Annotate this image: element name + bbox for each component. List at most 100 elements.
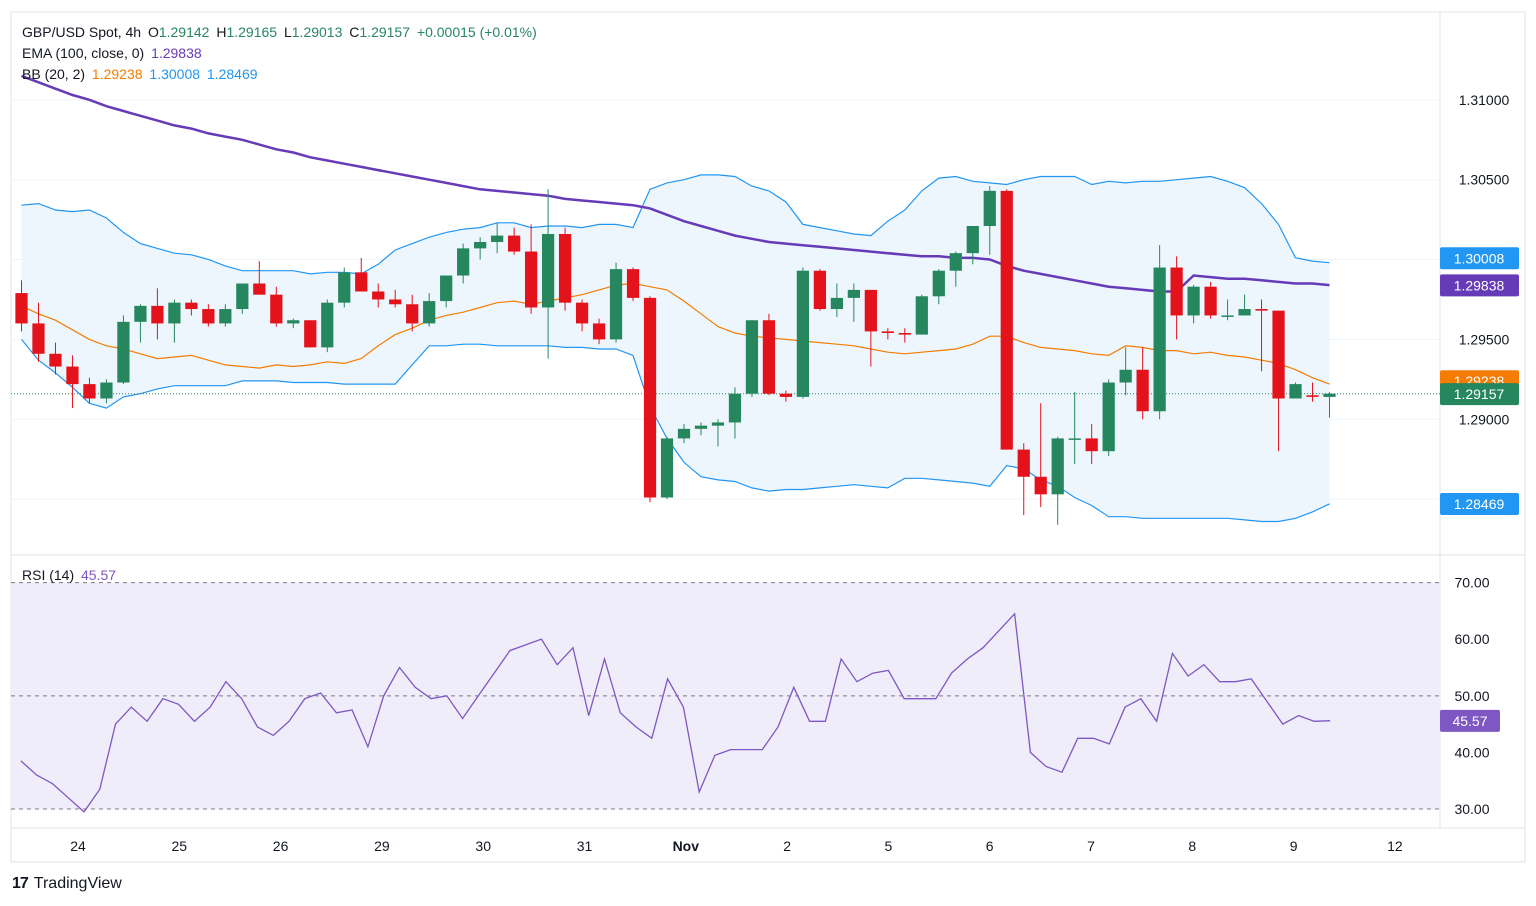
ema-legend[interactable]: EMA (100, close, 0) 1.29838	[22, 45, 205, 61]
high-value: 1.29165	[226, 24, 278, 40]
candle-body	[117, 321, 130, 383]
candle-body	[830, 297, 843, 310]
candle-body	[1153, 267, 1166, 412]
candle-body	[1136, 369, 1149, 412]
candle-body	[1238, 309, 1251, 316]
time-tick-label: 26	[273, 838, 289, 854]
candle-body	[660, 438, 674, 498]
candle-body	[1051, 438, 1064, 495]
indicator-lines	[11, 74, 1440, 523]
candle-body	[932, 270, 945, 297]
ema-label: EMA (100, close, 0)	[22, 45, 145, 61]
bb-lower-line	[21, 339, 1330, 523]
time-tick-label: 6	[986, 838, 994, 854]
candle-body	[1187, 286, 1200, 316]
price-axis-label-text: 1.28469	[1454, 496, 1505, 512]
tradingview-logo-text: TradingView	[33, 875, 122, 892]
candle-body	[1272, 310, 1285, 399]
price-axis[interactable]: 1.31000 1.30500 1.29500 1.29000 1.30008 1.298…	[1440, 92, 1519, 817]
bb-basis-value: 1.29238	[91, 66, 143, 82]
candle-body	[236, 283, 249, 310]
rsi-axis-label-text: 45.57	[1452, 713, 1487, 729]
candle-body	[711, 422, 725, 426]
candle-body	[270, 294, 283, 324]
time-tick-label: 2	[783, 838, 791, 854]
candle-body	[1119, 369, 1132, 383]
chart-frame	[10, 11, 1526, 863]
candle-body	[253, 283, 266, 295]
time-tick-label: 7	[1087, 838, 1095, 854]
time-axis[interactable]: 24 25 26 29 30 31 Nov 2 5 6 7 8 9 12	[70, 838, 1403, 854]
candle-body	[575, 302, 589, 324]
candle-body	[1017, 449, 1030, 477]
candle-body	[1034, 476, 1047, 495]
ema-value: 1.29838	[151, 45, 202, 61]
symbol-title[interactable]: GBP/USD Spot, 4h	[22, 24, 142, 40]
rsi-tick-label: 70.00	[1454, 575, 1489, 591]
open-value: 1.29142	[158, 24, 210, 40]
price-axis-label: 1.30008	[1440, 247, 1519, 270]
candle-body	[508, 235, 521, 252]
open-label: O	[147, 24, 159, 40]
rsi-tick-label: 40.00	[1454, 744, 1489, 760]
candle-body	[643, 297, 657, 498]
price-axis-label-text: 1.29157	[1454, 386, 1505, 402]
candle-body	[134, 305, 147, 322]
candle-body	[898, 333, 911, 335]
rsi-tick-label: 30.00	[1454, 801, 1489, 817]
price-axis-label-bg	[1440, 383, 1519, 406]
candles	[15, 186, 1336, 525]
candle-body	[1289, 384, 1302, 399]
price-axis-label-bg	[1440, 493, 1519, 516]
change-value: +0.00015 (+0.01%)	[416, 24, 537, 40]
candle-body	[287, 320, 300, 324]
candle-body	[474, 241, 487, 249]
candle-body	[219, 309, 232, 324]
candle-body	[1221, 315, 1234, 317]
rsi-pane	[11, 582, 1440, 813]
candle-body	[796, 270, 810, 397]
rsi-label: RSI (14)	[22, 567, 75, 583]
candle-body	[1170, 267, 1183, 316]
candle-body	[321, 302, 334, 348]
candle-body	[524, 251, 538, 308]
price-tick-label: 1.29000	[1459, 411, 1510, 427]
candle-body	[202, 309, 215, 324]
candle-body	[745, 320, 759, 394]
bb-label: BB (20, 2)	[22, 66, 86, 82]
candle-body	[389, 299, 402, 305]
candle-body	[406, 304, 419, 324]
bb-basis-line	[21, 282, 1330, 385]
rsi-tick-label: 60.00	[1454, 631, 1489, 647]
rsi-value: 45.57	[81, 567, 117, 583]
bb-legend[interactable]: BB (20, 2) 1.29238 1.30008 1.28469	[22, 66, 261, 82]
candle-body	[966, 226, 979, 254]
price-axis-label-bg	[1440, 274, 1519, 297]
candle-body	[185, 302, 198, 310]
candle-body	[813, 270, 827, 310]
close-label: C	[349, 24, 360, 40]
candle-body	[372, 291, 385, 300]
rsi-legend[interactable]: RSI (14) 45.57	[22, 567, 119, 583]
candle-body	[1102, 382, 1115, 452]
candle-body	[983, 190, 996, 227]
candle-body	[847, 289, 860, 298]
candle-body	[168, 302, 181, 324]
candle-body	[1068, 438, 1081, 440]
time-tick-label: 29	[374, 838, 390, 854]
time-tick-label: 12	[1387, 838, 1403, 854]
candle-body	[423, 301, 436, 324]
candle-body	[1323, 393, 1336, 397]
candle-body	[558, 233, 572, 303]
price-axis-label: 1.29157	[1440, 383, 1519, 406]
candle-body	[626, 269, 640, 298]
low-value: 1.29013	[291, 24, 343, 40]
time-tick-label: 24	[70, 838, 86, 854]
bb-fill-area	[21, 174, 1330, 522]
candle-body	[1085, 438, 1098, 452]
candle-body	[83, 384, 96, 399]
candle-body	[100, 382, 113, 399]
tradingview-logo[interactable]: 17 TradingView	[12, 875, 122, 893]
price-tick-label: 1.30500	[1459, 172, 1510, 188]
tradingview-logo-icon: 17	[12, 875, 29, 892]
